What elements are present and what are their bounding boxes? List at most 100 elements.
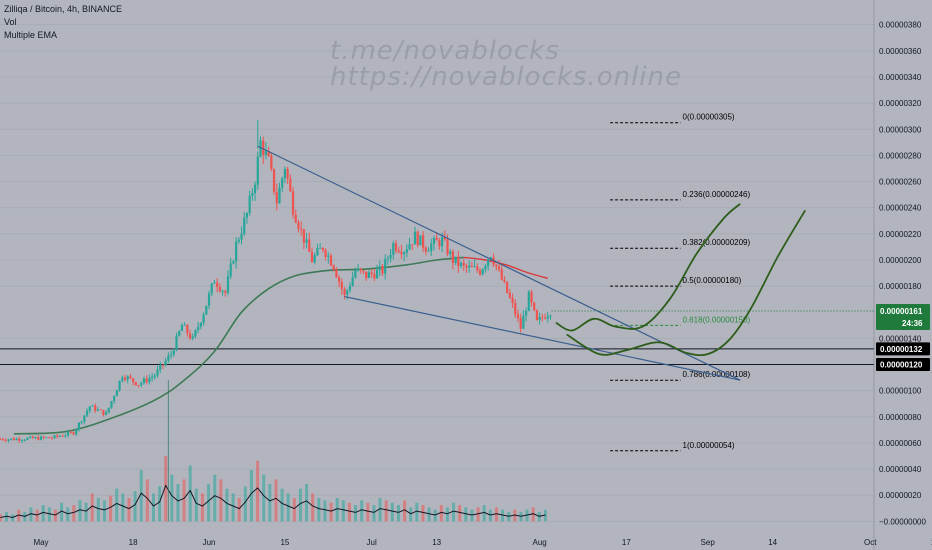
symbol-title[interactable]: Zilliqa / Bitcoin, 4h, BINANCE: [4, 4, 123, 14]
scenario-layer[interactable]: [555, 203, 806, 357]
volume-bar: [433, 509, 437, 522]
time-tick-label: May: [33, 538, 48, 547]
candle-body: [48, 437, 51, 439]
upper-trendline[interactable]: [257, 145, 741, 381]
price-tick-label: 0.00000260: [879, 178, 922, 187]
candle-body: [126, 376, 129, 380]
current-price-tag-text: 0.00000161: [880, 307, 923, 316]
price-axis[interactable]: 0.00000380 0.00000360 0.00000340 0.00000320…: [551, 0, 930, 550]
candle-body: [451, 251, 455, 263]
candle-body: [516, 314, 520, 319]
candle-body: [80, 421, 83, 423]
candle-body: [470, 265, 473, 267]
scenario-path-2[interactable]: [566, 209, 806, 357]
volume-bar: [292, 498, 296, 522]
candle-body: [216, 282, 219, 287]
candle-body: [134, 381, 137, 386]
volume-bar: [121, 493, 125, 522]
candle-body: [107, 407, 110, 413]
candle-body: [278, 187, 281, 204]
candle-body: [438, 240, 441, 247]
candle-body: [332, 265, 335, 270]
price-tick-label: 0.00000200: [879, 256, 922, 265]
candle-body: [39, 436, 43, 440]
candle-body: [370, 272, 373, 274]
volume-bar: [213, 474, 217, 522]
candle-body: [465, 265, 468, 268]
candle-body: [427, 250, 430, 252]
volume-bar: [415, 502, 419, 522]
candle-body: [527, 291, 530, 311]
volume-bar: [341, 500, 345, 522]
volume-bar: [176, 484, 180, 522]
candle-body: [541, 316, 544, 318]
grid-layer: [0, 24, 874, 522]
volume-bar: [452, 502, 456, 522]
candle-body: [15, 438, 18, 441]
candle-body: [164, 360, 167, 365]
candle-body: [151, 376, 154, 379]
candle-body: [50, 438, 53, 439]
candle-body: [256, 156, 259, 185]
volume-bar: [53, 509, 57, 522]
candle-body: [394, 243, 398, 251]
fib-level-label: 1(0.00000054): [683, 441, 735, 450]
volume-bar: [102, 500, 106, 522]
candle-body: [85, 410, 89, 416]
volume-ma-line: [0, 484, 546, 519]
candle-body: [129, 376, 132, 379]
candle-body: [37, 437, 40, 440]
candle-body: [468, 265, 471, 268]
candle-body: [375, 269, 379, 279]
candle-body: [253, 184, 257, 194]
candle-body: [367, 272, 371, 279]
volume-bar: [458, 505, 462, 522]
trendlines-layer[interactable]: [257, 145, 741, 381]
fib-level-label: 0.618(0.00000150): [683, 315, 751, 324]
ema-indicator-label[interactable]: Multiple EMA: [4, 30, 58, 40]
time-tick-label: 12: [931, 538, 932, 547]
candle-body: [495, 264, 498, 267]
volume-bar: [360, 500, 364, 522]
current-price-tag[interactable]: [876, 303, 930, 330]
candle-body: [351, 277, 354, 287]
candle-body: [175, 335, 178, 351]
level-price-tag-text: 0.00000132: [880, 345, 923, 354]
time-axis[interactable]: May 18 Jun 15 Jul 13 Aug 17 Sep 14 Oct 12: [33, 538, 932, 547]
volume-bar: [378, 498, 382, 522]
price-tick-label: 0.00000340: [879, 73, 922, 82]
volume-bar: [317, 498, 321, 522]
volume-bar: [354, 505, 358, 522]
candle-body: [487, 259, 490, 266]
volume-bar: [501, 509, 505, 522]
candle-body: [503, 279, 506, 282]
volume-indicator-label[interactable]: Vol: [4, 17, 17, 27]
candle-body: [497, 266, 501, 270]
candle-body: [153, 375, 156, 377]
volume-bar: [311, 493, 315, 522]
lower-trendline[interactable]: [344, 295, 741, 381]
price-tick-label: 0.00000020: [879, 491, 922, 500]
candle-body: [99, 409, 102, 411]
candle-body: [327, 255, 330, 257]
candle-body: [546, 316, 549, 319]
candle-body: [533, 302, 536, 311]
time-tick-label: Jul: [367, 538, 377, 547]
volume-bar: [78, 500, 82, 522]
candle-body: [159, 364, 162, 370]
candle-body: [226, 276, 230, 293]
volume-bar: [427, 507, 431, 522]
volume-bar: [268, 484, 272, 522]
volume-bar: [115, 488, 119, 522]
volume-bar: [188, 465, 192, 522]
time-tick-label: Oct: [864, 538, 877, 547]
candle-body: [500, 269, 503, 280]
ema-slow-line: [13, 256, 464, 435]
candle-body: [440, 237, 444, 247]
candle-body: [110, 401, 113, 408]
volume-bar: [249, 470, 253, 522]
candle-body: [514, 302, 517, 315]
scenario-path-1[interactable]: [555, 203, 741, 332]
